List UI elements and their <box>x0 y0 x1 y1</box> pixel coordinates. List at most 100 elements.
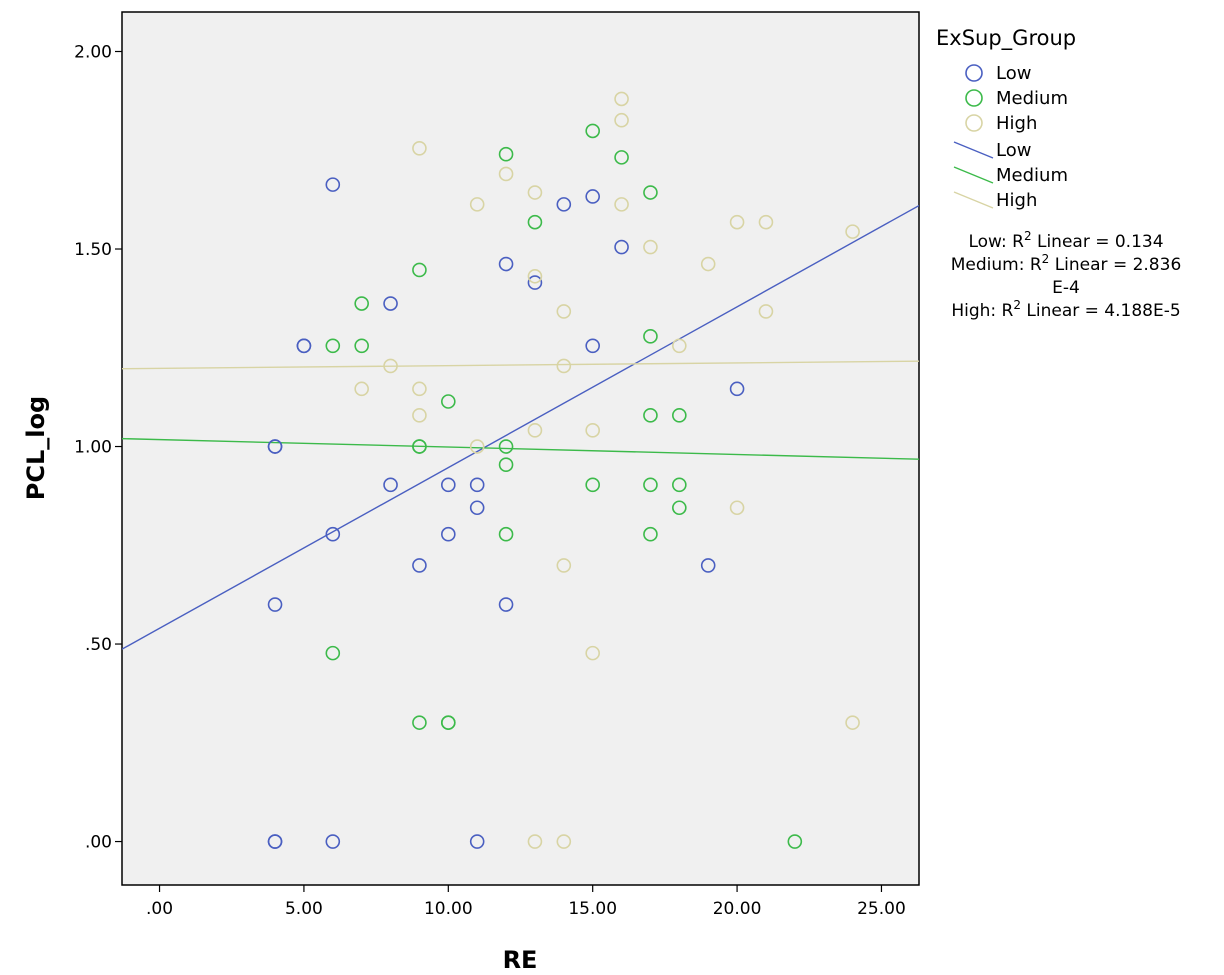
point-high <box>614 91 629 107</box>
point-low <box>441 526 456 542</box>
point-high <box>527 423 543 438</box>
point-low <box>383 477 398 493</box>
point-high <box>585 423 600 438</box>
point-high <box>383 358 398 374</box>
point-medium <box>643 408 658 423</box>
legend-line-label: Medium <box>996 165 1068 186</box>
point-medium <box>325 645 341 661</box>
point-high <box>556 558 572 573</box>
legend-marker-high <box>965 114 983 132</box>
point-high <box>469 439 485 454</box>
r2-value: Linear = 2.836 <box>1049 255 1181 275</box>
fit-line-high <box>122 360 919 370</box>
point-high <box>354 381 369 397</box>
y-tick-label: 1.00 <box>74 438 112 458</box>
point-low <box>412 558 427 573</box>
r2-annotation: High: R2 Linear = 4.188E-5 <box>951 298 1180 321</box>
legend-label: Medium <box>996 88 1068 109</box>
point-medium <box>643 329 658 344</box>
data-points <box>267 91 860 849</box>
fit-lines <box>122 204 919 650</box>
point-medium <box>354 338 369 354</box>
point-low <box>267 439 283 454</box>
point-medium <box>614 150 629 165</box>
point-high <box>469 197 485 212</box>
point-high <box>556 358 572 374</box>
legend-marker-low <box>965 64 983 82</box>
point-low <box>700 558 716 573</box>
y-tick-label: 1.50 <box>74 240 112 260</box>
legend-line-high <box>953 191 994 209</box>
point-medium <box>412 439 427 454</box>
point-medium <box>498 526 514 542</box>
point-medium <box>412 715 427 730</box>
r2-symbol: R <box>1030 255 1042 275</box>
r2-value: Linear = 4.188E-5 <box>1021 301 1181 321</box>
point-medium <box>787 834 803 849</box>
r2-superscript: 2 <box>1042 252 1050 266</box>
point-high <box>412 381 427 397</box>
point-medium <box>672 500 687 516</box>
point-medium <box>441 715 456 730</box>
x-tick-label: 15.00 <box>568 899 617 919</box>
x-axis-title: RE <box>503 946 538 974</box>
point-high <box>643 239 658 255</box>
r2-annotation: Medium: R2 Linear = 2.836 <box>951 252 1182 275</box>
x-tick-label: 20.00 <box>713 899 762 919</box>
y-tick-label: 2.00 <box>74 43 112 63</box>
point-low <box>498 256 514 272</box>
point-medium <box>354 296 369 311</box>
point-low <box>585 338 600 354</box>
point-medium <box>412 262 427 278</box>
point-low <box>469 477 485 493</box>
legend-line-low <box>953 141 994 159</box>
point-high <box>758 304 774 319</box>
point-low <box>383 296 398 311</box>
point-high <box>672 338 687 354</box>
point-medium <box>643 526 658 542</box>
point-low <box>267 597 283 612</box>
r2-superscript: 2 <box>1024 229 1032 243</box>
legend-title: ExSup_Group <box>936 26 1076 51</box>
point-low <box>325 834 341 849</box>
point-low <box>469 834 485 849</box>
point-high <box>498 166 514 182</box>
point-high <box>585 645 600 661</box>
point-medium <box>527 214 543 230</box>
point-medium <box>441 394 456 409</box>
point-high <box>845 715 860 730</box>
point-medium <box>498 457 514 472</box>
point-medium <box>585 477 600 493</box>
y-tick-label: .00 <box>85 833 112 853</box>
legend-line-label: High <box>996 190 1037 211</box>
point-low <box>729 381 745 397</box>
point-high <box>845 224 860 239</box>
x-tick-label: .00 <box>146 899 173 919</box>
axis-ticks: .00 5.00 10.00 15.00 20.00 25.00 .00 .50 1.00 1.5… <box>74 43 906 919</box>
point-low <box>498 597 514 612</box>
r2-group: Medium: <box>951 255 1025 275</box>
point-low <box>527 275 543 290</box>
fit-line-low <box>122 204 919 650</box>
legend-marker-medium <box>965 89 983 107</box>
point-high <box>614 197 629 212</box>
r2-continuation: E-4 <box>1052 278 1080 298</box>
r2-value: Linear = 0.134 <box>1032 232 1164 252</box>
point-medium <box>672 477 687 493</box>
point-low <box>614 239 629 255</box>
point-high <box>700 256 716 272</box>
point-high <box>527 185 543 200</box>
legend: ExSup_Group Low Medium High Low Medium High <box>936 26 1076 211</box>
point-high <box>527 268 543 284</box>
point-high <box>729 214 745 230</box>
legend-line-label: Low <box>996 140 1031 161</box>
point-high <box>412 140 427 156</box>
point-low <box>296 338 312 354</box>
point-high <box>556 834 572 849</box>
point-medium <box>498 439 514 454</box>
y-axis-title: PCL_log <box>22 396 50 500</box>
point-high <box>412 408 427 423</box>
point-medium <box>643 185 658 200</box>
